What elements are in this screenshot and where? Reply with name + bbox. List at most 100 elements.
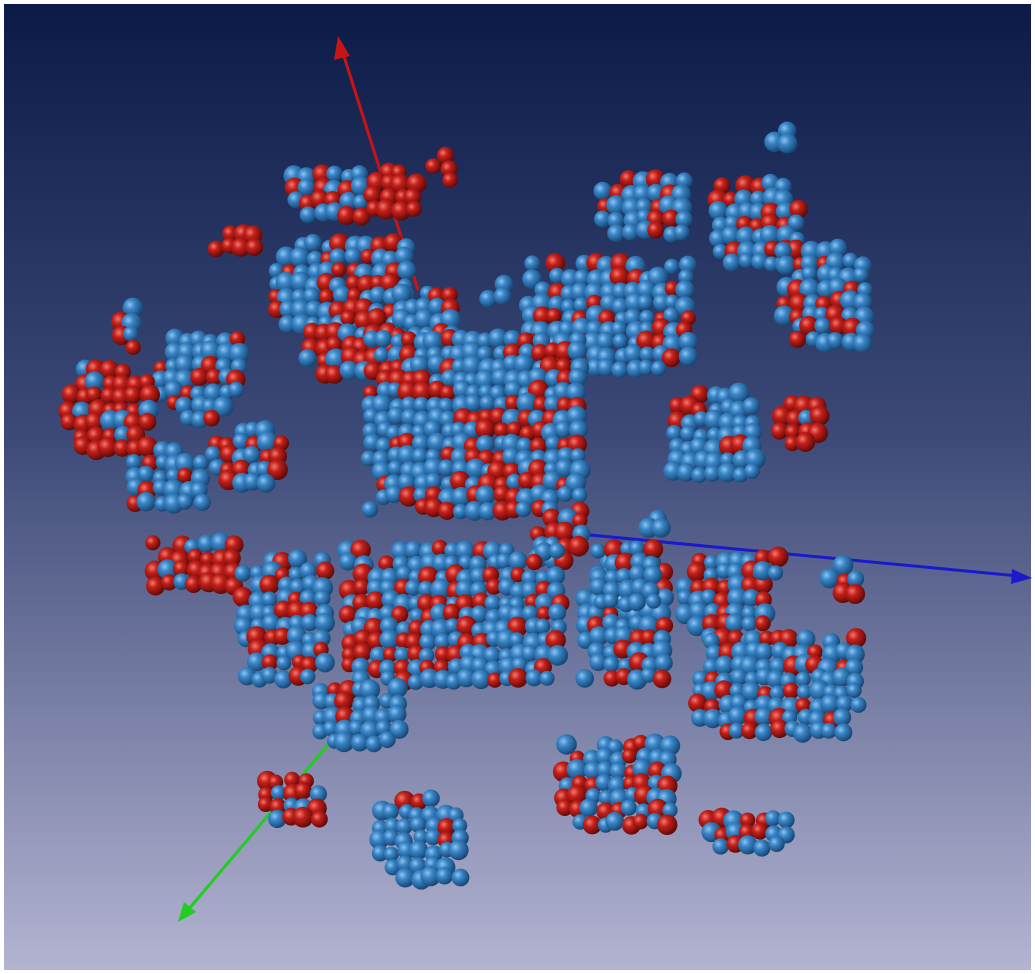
- atom: [126, 340, 141, 355]
- atom: [397, 261, 416, 280]
- atom: [572, 487, 587, 502]
- atom: [177, 468, 192, 483]
- atom: [300, 206, 317, 223]
- atom: [326, 166, 342, 182]
- atom: [845, 584, 865, 604]
- atom: [628, 593, 646, 611]
- atom: [479, 290, 496, 307]
- atom: [548, 604, 566, 622]
- atom: [516, 501, 532, 517]
- atom: [526, 554, 542, 570]
- atom: [203, 410, 220, 427]
- atom: [657, 814, 678, 835]
- atom: [755, 643, 773, 661]
- atom: [847, 683, 862, 698]
- atom: [448, 840, 468, 860]
- atom: [425, 158, 441, 174]
- atom: [235, 565, 252, 582]
- atom: [276, 656, 291, 671]
- atom: [613, 334, 628, 349]
- atom: [753, 839, 770, 856]
- atom: [679, 347, 698, 366]
- atom: [755, 724, 773, 742]
- atom: [557, 486, 573, 502]
- atom: [789, 331, 806, 348]
- atom: [540, 671, 555, 686]
- atom: [853, 334, 872, 353]
- atom: [594, 182, 612, 200]
- atom: [345, 247, 362, 264]
- atom: [494, 287, 511, 304]
- atom: [605, 812, 624, 831]
- atom: [647, 222, 664, 239]
- atom: [674, 224, 690, 240]
- atom: [508, 668, 528, 688]
- atom: [755, 615, 771, 631]
- atom: [827, 332, 844, 349]
- atom: [124, 386, 142, 404]
- atom: [793, 724, 812, 743]
- atom: [315, 613, 335, 633]
- atom: [712, 838, 728, 854]
- atom: [339, 553, 357, 571]
- atom: [611, 361, 628, 378]
- atom: [603, 656, 619, 672]
- atom: [177, 493, 193, 509]
- atom: [633, 814, 649, 830]
- atom: [208, 241, 225, 258]
- atom: [742, 616, 758, 632]
- atom: [442, 172, 458, 188]
- atom: [194, 494, 211, 511]
- atom: [379, 731, 396, 748]
- render-view: [0, 0, 1035, 974]
- atom: [535, 619, 550, 634]
- atom: [814, 318, 831, 335]
- atom: [123, 326, 138, 341]
- atom: [314, 590, 330, 606]
- atom: [579, 799, 597, 817]
- atom: [687, 562, 707, 582]
- atom: [655, 654, 673, 672]
- atom: [575, 669, 594, 688]
- atom: [590, 543, 605, 558]
- atom: [406, 201, 422, 217]
- atom: [340, 310, 356, 326]
- atom: [331, 262, 346, 277]
- atom: [422, 790, 440, 808]
- atom: [851, 697, 867, 713]
- atom: [568, 536, 589, 557]
- atom: [778, 134, 798, 154]
- atom: [300, 669, 315, 684]
- atom: [568, 341, 588, 361]
- atom: [646, 594, 661, 609]
- atom: [637, 294, 653, 310]
- atom: [723, 254, 741, 272]
- atom: [409, 841, 428, 860]
- atom: [796, 672, 811, 687]
- atom: [769, 836, 785, 852]
- atom: [374, 330, 392, 348]
- atom: [776, 256, 795, 275]
- atom: [294, 782, 311, 799]
- atom: [603, 593, 618, 608]
- page: (() => { const ns = 'http://www.w3.org/2…: [0, 0, 1035, 974]
- atom: [257, 474, 276, 493]
- atom: [744, 463, 760, 479]
- atom: [479, 395, 495, 411]
- atom: [374, 347, 389, 362]
- atom: [768, 565, 783, 580]
- atom: [810, 406, 830, 426]
- atom: [190, 368, 208, 386]
- atom: [821, 723, 837, 739]
- atom: [768, 547, 789, 568]
- atom: [246, 238, 264, 256]
- atom: [834, 723, 852, 741]
- atom: [549, 543, 565, 559]
- atom: [299, 349, 317, 367]
- atom: [382, 803, 399, 820]
- atom: [796, 432, 816, 452]
- atom: [778, 812, 795, 829]
- atom: [315, 653, 335, 673]
- atom: [311, 811, 328, 828]
- atom: [145, 535, 160, 550]
